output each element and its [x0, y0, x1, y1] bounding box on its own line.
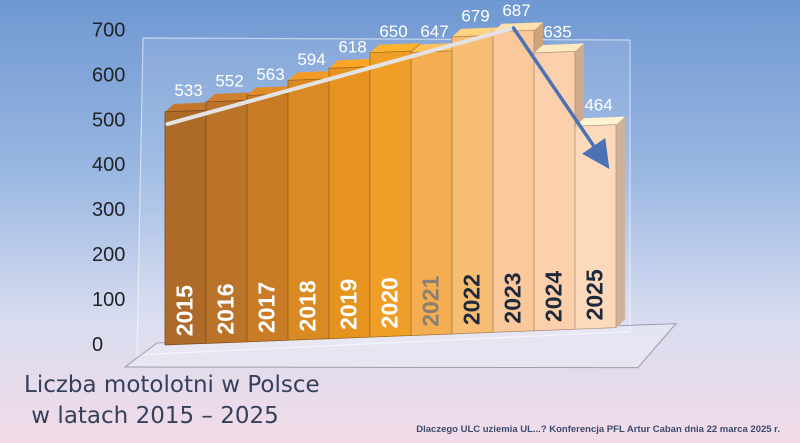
bar-top	[370, 43, 420, 53]
data-label-2016: 552	[215, 71, 243, 90]
data-label-2025: 464	[584, 96, 612, 115]
year-label-2021: 2021	[418, 275, 444, 326]
trend-line-down	[511, 26, 610, 170]
data-label-2015: 533	[174, 81, 202, 100]
bar-top	[534, 43, 584, 53]
year-label-2017: 2017	[254, 282, 280, 333]
title-line-2: w latach 2015 – 2025	[24, 403, 279, 429]
data-label-2023: 687	[502, 1, 530, 20]
bar-side	[616, 116, 625, 328]
title-line-1: Liczba motolotni w Polsce	[24, 372, 320, 398]
year-label-2015: 2015	[172, 285, 198, 336]
y-tick-label: 100	[92, 289, 125, 311]
data-label-2021: 647	[420, 22, 448, 41]
y-tick-label: 600	[92, 64, 125, 86]
data-label-2024: 635	[543, 22, 571, 41]
data-label-2022: 679	[461, 6, 489, 25]
bar-top	[575, 116, 625, 127]
year-label-2016: 2016	[213, 283, 239, 334]
y-tick-label: 500	[92, 109, 125, 131]
chart-title: Liczba motolotni w Polsce w latach 2015 …	[24, 370, 320, 432]
trend-line-up	[165, 26, 516, 127]
year-label-2024: 2024	[541, 271, 567, 322]
bar-top	[288, 70, 338, 81]
footnote: Dlaczego ULC uziemia UL...? Konferencja …	[416, 424, 780, 435]
bar-top	[329, 58, 379, 69]
year-label-2023: 2023	[500, 272, 526, 323]
year-label-2022: 2022	[459, 274, 485, 325]
y-tick-label: 700	[92, 19, 125, 41]
year-label-2020: 2020	[377, 277, 403, 328]
bar-top	[165, 102, 215, 112]
data-label-2019: 618	[338, 38, 366, 57]
data-label-2018: 594	[297, 50, 325, 69]
bar-top	[206, 92, 256, 102]
y-tick-label: 400	[92, 154, 125, 176]
year-label-2018: 2018	[295, 280, 321, 331]
year-label-2019: 2019	[336, 279, 362, 330]
bar-2025	[574, 124, 617, 330]
y-tick-label: 0	[92, 334, 103, 356]
data-label-2017: 563	[256, 65, 284, 84]
y-tick-label: 300	[92, 199, 125, 221]
data-label-2020: 650	[379, 22, 407, 41]
y-tick-label: 200	[92, 244, 125, 266]
chart-floor	[123, 323, 678, 369]
year-label-2025: 2025	[582, 269, 608, 320]
